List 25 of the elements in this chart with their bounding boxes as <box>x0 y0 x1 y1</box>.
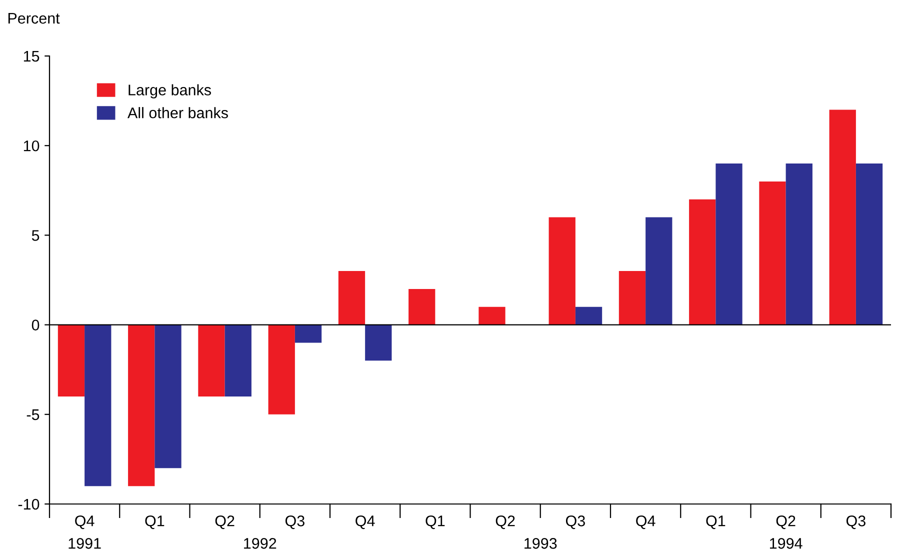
x-tick-label: Q3 <box>846 516 866 530</box>
y-tick-label: -10 <box>18 498 40 510</box>
text: 1992 <box>244 538 276 549</box>
x-tick-label: Q2 <box>776 516 796 530</box>
x-tick-label: Q1 <box>706 516 726 530</box>
x-tick-label: Q3 <box>285 516 304 530</box>
x-tick-label: Q4 <box>636 516 656 530</box>
text: 1993 <box>524 538 557 549</box>
x-tick-label: Q4 <box>75 516 94 530</box>
x-tick-label: Q1 <box>426 516 445 530</box>
text: 1994 <box>770 538 802 549</box>
y-tick-label: 15 <box>24 51 40 62</box>
x-tick-label: Q2 <box>496 516 515 530</box>
x-tick-label: Q2 <box>215 516 234 530</box>
x-tick-label: Q1 <box>145 516 164 530</box>
y-tick-label: -5 <box>26 409 40 420</box>
legend-label: Large banks <box>128 84 211 98</box>
y-axis-title: Percent <box>8 13 60 24</box>
x-tick-label: Q4 <box>356 516 375 530</box>
y-tick-label: 0 <box>32 320 40 330</box>
legend-label: All other banks <box>127 107 228 118</box>
x-tick-label: Q3 <box>566 516 585 530</box>
text: 1991 <box>68 538 101 549</box>
y-tick-label: 10 <box>24 140 40 152</box>
y-tick-label: 5 <box>32 230 40 241</box>
